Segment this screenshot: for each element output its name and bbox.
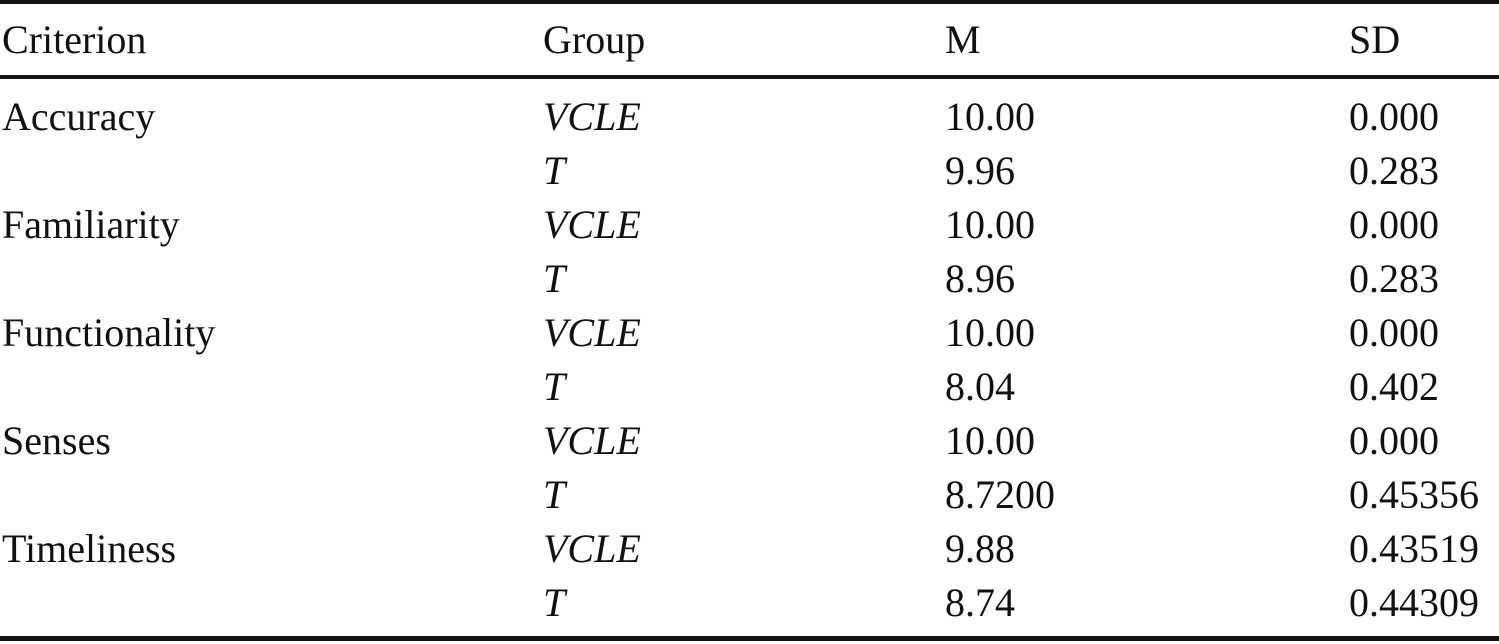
table-row: Functionality VCLE 10.00 0.000 bbox=[0, 307, 1499, 359]
table-row: T 8.96 0.283 bbox=[0, 253, 1499, 305]
header-sd: SD bbox=[1349, 17, 1401, 62]
table-top-rule bbox=[0, 0, 1499, 4]
group-cell: T bbox=[543, 256, 566, 301]
table-row: T 9.96 0.283 bbox=[0, 145, 1499, 197]
header-criterion: Criterion bbox=[2, 17, 147, 62]
header-m: M bbox=[945, 17, 981, 62]
sd-cell: 0.000 bbox=[1349, 310, 1439, 355]
mean-cell: 8.74 bbox=[945, 580, 1015, 625]
mean-cell: 10.00 bbox=[945, 418, 1035, 463]
sd-cell: 0.402 bbox=[1349, 364, 1439, 409]
table-row: T 8.7200 0.45356 bbox=[0, 469, 1499, 521]
table-header-row: Criterion Group M SD bbox=[0, 14, 1499, 66]
sd-cell: 0.44309 bbox=[1349, 580, 1479, 625]
criterion-cell: Functionality bbox=[2, 310, 216, 355]
sd-cell: 0.000 bbox=[1349, 94, 1439, 139]
group-cell: VCLE bbox=[543, 418, 641, 463]
criterion-cell: Accuracy bbox=[2, 94, 156, 139]
table-row: Accuracy VCLE 10.00 0.000 bbox=[0, 91, 1499, 143]
table-row: T 8.74 0.44309 bbox=[0, 577, 1499, 629]
criterion-cell: Senses bbox=[2, 418, 111, 463]
sd-cell: 0.283 bbox=[1349, 148, 1439, 193]
table-row: T 8.04 0.402 bbox=[0, 361, 1499, 413]
table-row: Timeliness VCLE 9.88 0.43519 bbox=[0, 523, 1499, 575]
mean-cell: 10.00 bbox=[945, 202, 1035, 247]
criterion-cell: Familiarity bbox=[2, 202, 180, 247]
mean-cell: 8.7200 bbox=[945, 472, 1055, 517]
mean-cell: 10.00 bbox=[945, 310, 1035, 355]
sd-cell: 0.000 bbox=[1349, 418, 1439, 463]
sd-cell: 0.43519 bbox=[1349, 526, 1479, 571]
group-cell: VCLE bbox=[543, 310, 641, 355]
group-cell: T bbox=[543, 148, 566, 193]
table-header-rule bbox=[0, 75, 1499, 79]
group-cell: VCLE bbox=[543, 94, 641, 139]
header-group: Group bbox=[543, 17, 646, 62]
sd-cell: 0.45356 bbox=[1349, 472, 1479, 517]
sd-cell: 0.000 bbox=[1349, 202, 1439, 247]
table-bottom-rule bbox=[0, 636, 1499, 641]
mean-cell: 8.96 bbox=[945, 256, 1015, 301]
mean-cell: 10.00 bbox=[945, 94, 1035, 139]
table-row: Senses VCLE 10.00 0.000 bbox=[0, 415, 1499, 467]
sd-cell: 0.283 bbox=[1349, 256, 1439, 301]
group-cell: T bbox=[543, 580, 566, 625]
group-cell: T bbox=[543, 364, 566, 409]
group-cell: VCLE bbox=[543, 526, 641, 571]
table-row: Familiarity VCLE 10.00 0.000 bbox=[0, 199, 1499, 251]
group-cell: T bbox=[543, 472, 566, 517]
criterion-cell: Timeliness bbox=[2, 526, 177, 571]
mean-cell: 9.88 bbox=[945, 526, 1015, 571]
group-cell: VCLE bbox=[543, 202, 641, 247]
mean-cell: 9.96 bbox=[945, 148, 1015, 193]
mean-cell: 8.04 bbox=[945, 364, 1015, 409]
